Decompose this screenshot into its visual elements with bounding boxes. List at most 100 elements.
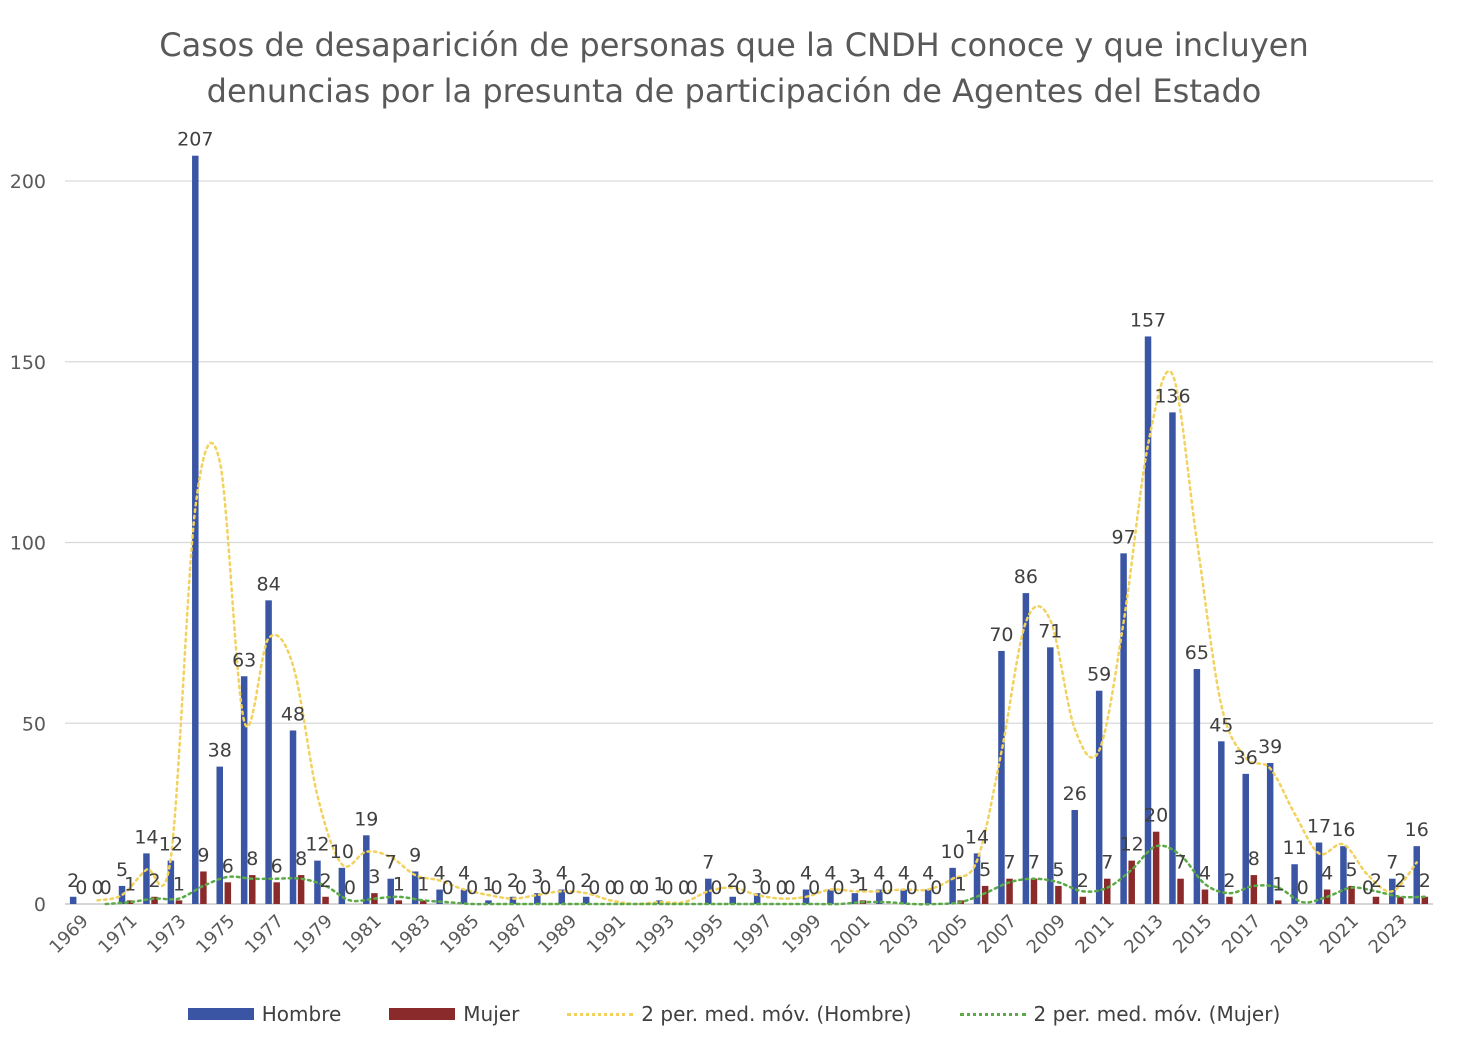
bar-mujer-1976 bbox=[249, 875, 256, 904]
bar-hombre-2013 bbox=[1144, 336, 1152, 904]
y-tick-label: 50 bbox=[22, 713, 46, 735]
data-label-mujer-2000: 0 bbox=[833, 877, 845, 899]
data-label-hombre-1974: 207 bbox=[177, 129, 213, 151]
legend-item-ma-mujer: 2 per. med. móv. (Mujer) bbox=[959, 1002, 1280, 1026]
data-label-hombre-1985: 4 bbox=[458, 863, 470, 885]
legend: Hombre Mujer 2 per. med. móv. (Hombre) 2… bbox=[0, 1002, 1468, 1026]
legend-swatch-ma-mujer bbox=[959, 1012, 1026, 1016]
data-label-mujer-1981: 3 bbox=[368, 866, 380, 888]
data-label-mujer-1989: 0 bbox=[564, 877, 576, 899]
data-label-mujer-2022: 2 bbox=[1370, 870, 1382, 892]
bar-mujer-2014 bbox=[1177, 878, 1184, 904]
data-label-mujer-1982: 1 bbox=[393, 873, 405, 895]
data-label-mujer-1998: 0 bbox=[784, 877, 796, 899]
data-label-hombre-2009: 71 bbox=[1038, 620, 1062, 642]
bar-mujer-2009 bbox=[1055, 885, 1062, 904]
x-tick-label: 2019 bbox=[1267, 911, 1314, 958]
bar-mujer-2017 bbox=[1250, 875, 1258, 904]
bar-mujer-1971 bbox=[126, 900, 134, 904]
data-label-hombre-2006: 14 bbox=[965, 826, 989, 848]
bar-mujer-2023 bbox=[1397, 896, 1404, 904]
x-tick-label: 1983 bbox=[388, 911, 435, 958]
x-tick-label: 2003 bbox=[876, 911, 923, 958]
legend-swatch-ma-hombre bbox=[567, 1012, 634, 1016]
x-tick-label: 1981 bbox=[339, 911, 386, 958]
data-label-mujer-1997: 0 bbox=[759, 877, 771, 899]
x-tick-label: 2005 bbox=[925, 911, 972, 958]
y-tick-label: 150 bbox=[10, 352, 46, 374]
data-label-mujer-1979: 2 bbox=[320, 870, 332, 892]
bar-hombre-1977 bbox=[265, 600, 272, 904]
data-label-hombre-2017: 36 bbox=[1234, 747, 1258, 769]
data-label-mujer-1977: 6 bbox=[271, 855, 283, 877]
legend-label-ma-hombre: 2 per. med. móv. (Hombre) bbox=[641, 1002, 912, 1026]
trendline-hombre bbox=[96, 370, 1418, 906]
x-tick-label: 1969 bbox=[46, 911, 93, 958]
data-label-hombre-1981: 19 bbox=[354, 808, 378, 830]
data-label-hombre-2008: 86 bbox=[1014, 566, 1038, 588]
bar-hombre-1997 bbox=[753, 893, 761, 904]
bar-mujer-1975 bbox=[224, 882, 232, 904]
bar-hombre-1978 bbox=[289, 730, 297, 904]
data-label-mujer-2013: 20 bbox=[1144, 805, 1168, 827]
x-tick-label: 2015 bbox=[1169, 911, 1216, 958]
data-label-hombre-1986: 1 bbox=[482, 873, 494, 895]
bar-mujer-1972 bbox=[151, 896, 158, 904]
data-label-mujer-1984: 0 bbox=[442, 877, 454, 899]
data-label-hombre-1991: 0 bbox=[605, 877, 617, 899]
x-tick-label: 1971 bbox=[94, 911, 141, 958]
data-label-hombre-1982: 7 bbox=[385, 852, 397, 874]
data-label-mujer-2006: 5 bbox=[979, 859, 991, 881]
bar-hombre-2012 bbox=[1120, 553, 1127, 904]
data-label-hombre-2018: 39 bbox=[1258, 736, 1282, 758]
data-label-hombre-1984: 4 bbox=[434, 863, 446, 885]
x-tick-label: 1999 bbox=[778, 911, 825, 958]
bar-hombre-1980 bbox=[338, 867, 346, 904]
data-label-hombre-1997: 3 bbox=[751, 866, 763, 888]
bar-mujer-2011 bbox=[1104, 878, 1111, 904]
bar-hombre-2021 bbox=[1340, 846, 1347, 904]
data-label-hombre-1973: 12 bbox=[159, 834, 183, 856]
data-label-hombre-2021: 16 bbox=[1331, 819, 1355, 841]
data-label-hombre-2010: 26 bbox=[1063, 783, 1087, 805]
data-label-mujer-2005: 1 bbox=[955, 873, 967, 895]
data-label-mujer-2024: 2 bbox=[1419, 870, 1431, 892]
data-label-hombre-1987: 2 bbox=[507, 870, 519, 892]
data-label-hombre-2000: 4 bbox=[824, 863, 836, 885]
bar-hombre-2003 bbox=[900, 889, 907, 904]
data-label-hombre-1976: 63 bbox=[232, 649, 256, 671]
data-label-hombre-1970: 0 bbox=[92, 877, 104, 899]
x-tick-label: 2021 bbox=[1316, 911, 1363, 958]
bar-hombre-2011 bbox=[1095, 690, 1103, 904]
data-label-hombre-1978: 48 bbox=[281, 703, 305, 725]
trendline-mujer bbox=[104, 844, 1427, 906]
bar-mujer-2021 bbox=[1348, 885, 1355, 904]
data-label-hombre-2002: 4 bbox=[873, 863, 885, 885]
bar-hombre-1975 bbox=[216, 766, 223, 904]
data-label-hombre-1977: 84 bbox=[256, 573, 280, 595]
bar-hombre-1987 bbox=[509, 896, 517, 904]
data-label-mujer-1980: 0 bbox=[344, 877, 356, 899]
data-label-hombre-2020: 17 bbox=[1307, 816, 1331, 838]
bar-mujer-2024 bbox=[1421, 896, 1429, 904]
x-tick-label: 1973 bbox=[143, 911, 190, 958]
data-label-hombre-2004: 4 bbox=[922, 863, 934, 885]
bar-mujer-1977 bbox=[273, 882, 280, 904]
data-label-hombre-2001: 3 bbox=[849, 866, 861, 888]
data-label-mujer-1972: 2 bbox=[149, 870, 161, 892]
bar-hombre-1976 bbox=[240, 676, 248, 904]
y-tick-label: 100 bbox=[10, 533, 46, 555]
data-label-hombre-1979: 12 bbox=[305, 834, 329, 856]
bar-hombre-2006 bbox=[973, 853, 981, 904]
data-label-hombre-1988: 3 bbox=[531, 866, 543, 888]
bar-hombre-1995 bbox=[705, 878, 712, 904]
data-label-hombre-1999: 4 bbox=[800, 863, 812, 885]
data-label-hombre-1993: 1 bbox=[653, 873, 665, 895]
data-label-mujer-1978: 8 bbox=[295, 848, 307, 870]
bar-mujer-1983 bbox=[420, 900, 427, 904]
data-label-mujer-1996: 0 bbox=[735, 877, 747, 899]
data-label-mujer-2015: 4 bbox=[1199, 863, 1211, 885]
bar-hombre-1983 bbox=[411, 871, 419, 904]
data-label-mujer-2021: 5 bbox=[1346, 859, 1358, 881]
data-label-hombre-1983: 9 bbox=[409, 844, 421, 866]
